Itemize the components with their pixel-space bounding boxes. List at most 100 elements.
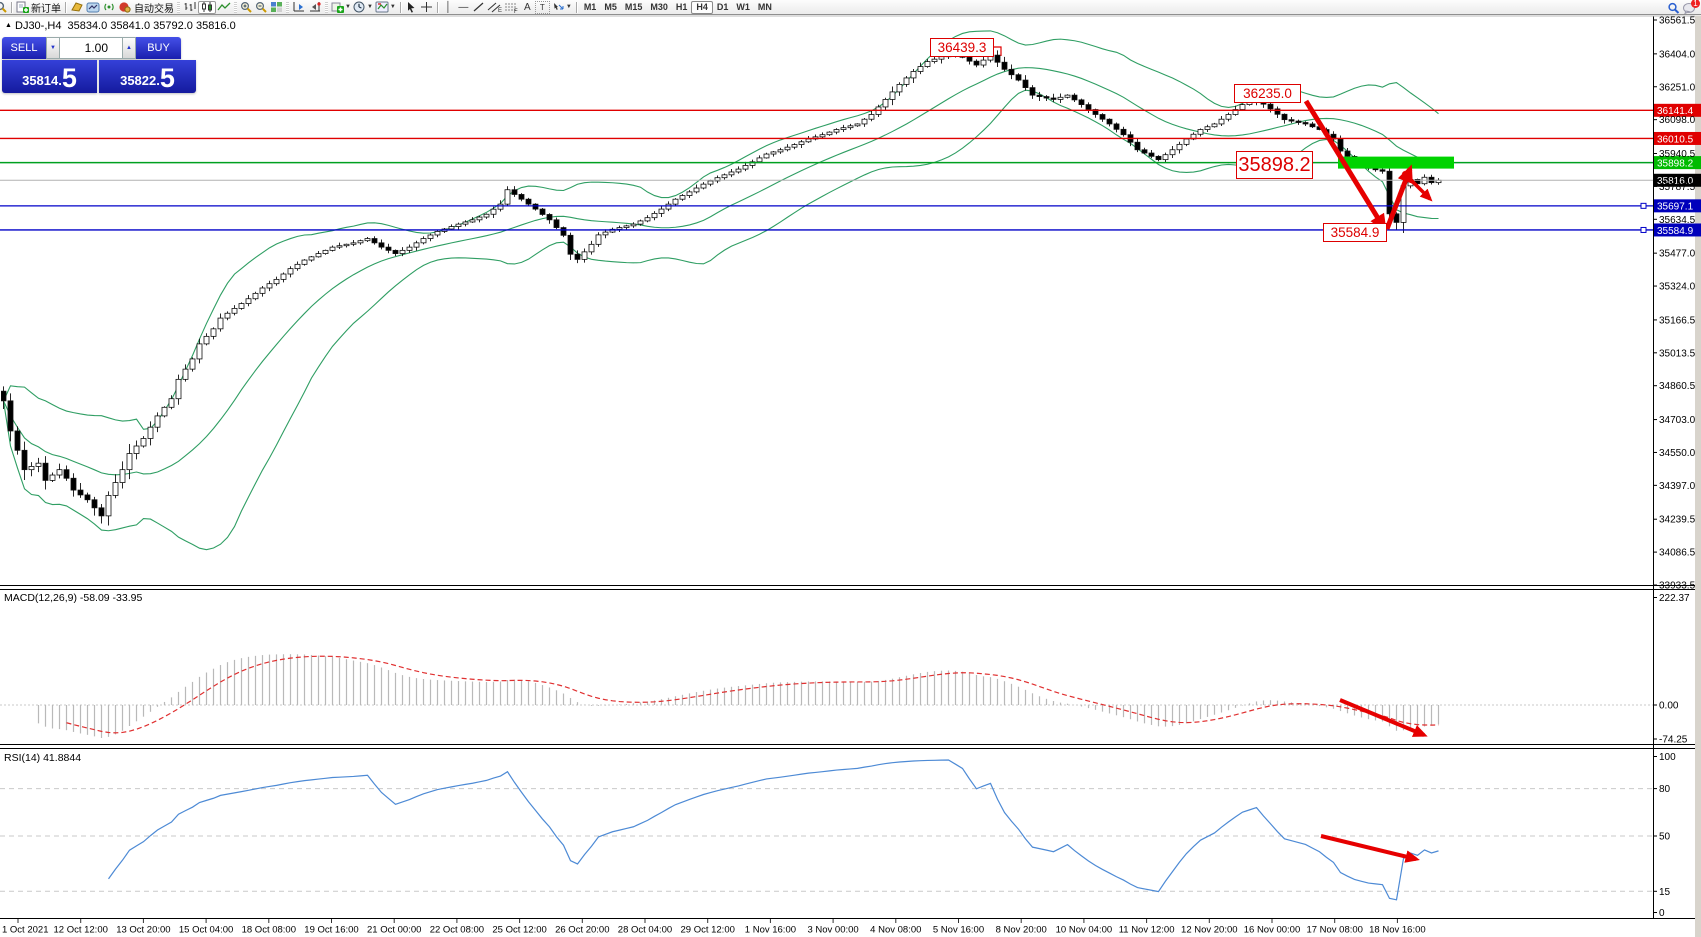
- rsi-arrow[interactable]: [1320, 834, 1420, 863]
- annotation-swing-high[interactable]: 36439.3: [930, 38, 994, 57]
- candlestick-chart-type-button[interactable]: [198, 0, 216, 14]
- svg-text:35477.0: 35477.0: [1659, 249, 1696, 260]
- svg-text:26 Oct 20:00: 26 Oct 20:00: [555, 925, 609, 936]
- svg-text:19 Oct 16:00: 19 Oct 16:00: [304, 925, 358, 936]
- trendline-tool-button[interactable]: [471, 1, 486, 14]
- svg-text:35697.1: 35697.1: [1657, 202, 1694, 213]
- svg-text:36010.5: 36010.5: [1657, 134, 1694, 145]
- separator: [325, 1, 328, 13]
- zoom-in-button[interactable]: [239, 1, 254, 14]
- timeframe-h1[interactable]: H1: [675, 2, 688, 12]
- dropdown-caret-icon: ▼: [389, 4, 396, 10]
- separator: [234, 1, 237, 13]
- chart-shift-button[interactable]: [291, 1, 307, 14]
- svg-text:100: 100: [1659, 752, 1676, 763]
- sell-button[interactable]: SELL: [2, 37, 46, 59]
- autotrading-button[interactable]: 自动交易: [117, 1, 175, 14]
- arrow-down-from-band[interactable]: [1401, 170, 1433, 202]
- timeframe-mn[interactable]: MN: [757, 2, 772, 12]
- svg-text:1 Oct 2021: 1 Oct 2021: [2, 925, 48, 936]
- candles: [1, 46, 1442, 526]
- svg-text:35324.0: 35324.0: [1659, 282, 1696, 293]
- timeframe-w1[interactable]: W1: [736, 2, 750, 12]
- chart-window-icon[interactable]: [85, 1, 101, 14]
- svg-text:1 Nov 16:00: 1 Nov 16:00: [745, 925, 796, 936]
- annotation-lower-high[interactable]: 36235.0: [1234, 84, 1301, 103]
- dropdown-caret-icon: ▼: [345, 4, 351, 10]
- svg-text:18 Nov 16:00: 18 Nov 16:00: [1369, 925, 1426, 936]
- svg-text:3 Nov 00:00: 3 Nov 00:00: [807, 925, 858, 936]
- equidistant-channel-tool-button[interactable]: E: [486, 1, 503, 14]
- svg-text:18 Oct 08:00: 18 Oct 08:00: [242, 925, 296, 936]
- toolbar-right-group: 1: [1666, 0, 1700, 14]
- volume-decrease-button[interactable]: ▼: [46, 37, 60, 59]
- market-watch-icon[interactable]: [69, 1, 85, 14]
- periods-button[interactable]: ▼: [352, 1, 374, 14]
- svg-text:35584.9: 35584.9: [1657, 226, 1694, 237]
- macd-histogram: [37, 654, 1440, 739]
- timeframe-m5[interactable]: M5: [604, 2, 617, 12]
- horizontal-line-tool-button[interactable]: —: [458, 1, 469, 13]
- search-icon[interactable]: [1666, 1, 1681, 14]
- line-chart-type-button[interactable]: [216, 1, 232, 14]
- timeframe-m30[interactable]: M30: [650, 2, 668, 12]
- annotation-resistance-zone[interactable]: 35898.2: [1236, 151, 1313, 179]
- one-click-trading-panel: SELL ▼ ▲ BUY 35814.5 35822.5: [2, 37, 199, 93]
- symbol-ohlc-line: ▲ DJ30-,H4 35834.0 35841.0 35792.0 35816.…: [5, 20, 236, 32]
- svg-text:34550.0: 34550.0: [1659, 448, 1696, 459]
- svg-text:35940.5: 35940.5: [1659, 149, 1696, 160]
- svg-text:22 Oct 08:00: 22 Oct 08:00: [430, 925, 484, 936]
- timeframe-d1[interactable]: D1: [716, 2, 729, 12]
- separator: [177, 1, 180, 13]
- text-label-tool-button[interactable]: T: [534, 0, 550, 14]
- price-axis[interactable]: 36561.5 36404.0 36251.0 36098.0 35940.5 35787…: [1654, 16, 1696, 592]
- toolbar: 新订单 自动交易: [0, 0, 1701, 15]
- macd-arrow[interactable]: [1339, 698, 1428, 737]
- buy-price-panel[interactable]: 35822. 5: [99, 60, 196, 93]
- cursor-tool-button[interactable]: [404, 1, 419, 14]
- svg-text:17 Nov 08:00: 17 Nov 08:00: [1306, 925, 1363, 936]
- svg-text:E: E: [498, 8, 502, 13]
- add-indicator-button[interactable]: ▼: [330, 1, 352, 14]
- svg-text:0.00: 0.00: [1659, 701, 1679, 712]
- crosshair-tool-button[interactable]: [419, 1, 434, 14]
- partial-magnifier-icon[interactable]: [0, 1, 8, 14]
- volume-input[interactable]: [60, 37, 122, 59]
- highlight-band[interactable]: [1338, 156, 1454, 169]
- tile-windows-button[interactable]: [269, 1, 284, 14]
- sell-price-panel[interactable]: 35814. 5: [2, 60, 97, 93]
- timeframe-m1[interactable]: M1: [583, 2, 597, 12]
- templates-button[interactable]: ▼: [374, 1, 397, 14]
- svg-text:12 Nov 20:00: 12 Nov 20:00: [1181, 925, 1238, 936]
- time-axis[interactable]: 1 Oct 2021 12 Oct 12:00 13 Oct 20:00 15 Oct…: [2, 919, 1426, 936]
- svg-text:36404.0: 36404.0: [1659, 49, 1696, 60]
- bar-chart-type-button[interactable]: [182, 1, 198, 14]
- separator: [286, 1, 289, 13]
- buy-button[interactable]: BUY: [136, 37, 181, 59]
- timeframe-m15[interactable]: M15: [624, 2, 643, 12]
- signals-icon[interactable]: [101, 1, 117, 14]
- auto-scroll-button[interactable]: [307, 1, 323, 14]
- collapse-triangle-icon[interactable]: ▲: [5, 22, 12, 29]
- volume-increase-button[interactable]: ▲: [122, 37, 136, 59]
- text-tool-button[interactable]: A: [520, 1, 535, 14]
- zoom-out-button[interactable]: [254, 1, 269, 14]
- svg-text:0: 0: [1659, 908, 1665, 919]
- arrow-up-to-band[interactable]: [1384, 164, 1413, 230]
- svg-text:15 Oct 04:00: 15 Oct 04:00: [179, 925, 233, 936]
- arrow-down-to-low[interactable]: [1303, 99, 1387, 233]
- svg-text:35166.5: 35166.5: [1659, 315, 1696, 326]
- vertical-line-tool-button[interactable]: │: [445, 1, 452, 13]
- svg-text:35898.2: 35898.2: [1657, 158, 1694, 169]
- arrows-tool-button[interactable]: ▼: [550, 1, 573, 14]
- notifications-icon[interactable]: 1: [1681, 0, 1700, 14]
- fibonacci-tool-button[interactable]: F: [503, 1, 520, 14]
- separator: [399, 1, 401, 13]
- annotation-swing-low[interactable]: 35584.9: [1323, 223, 1387, 242]
- new-order-button[interactable]: 新订单: [15, 1, 62, 14]
- rsi-line: [108, 759, 1439, 901]
- timeframe-h4[interactable]: H4: [691, 0, 713, 14]
- svg-text:35787.5: 35787.5: [1659, 182, 1696, 193]
